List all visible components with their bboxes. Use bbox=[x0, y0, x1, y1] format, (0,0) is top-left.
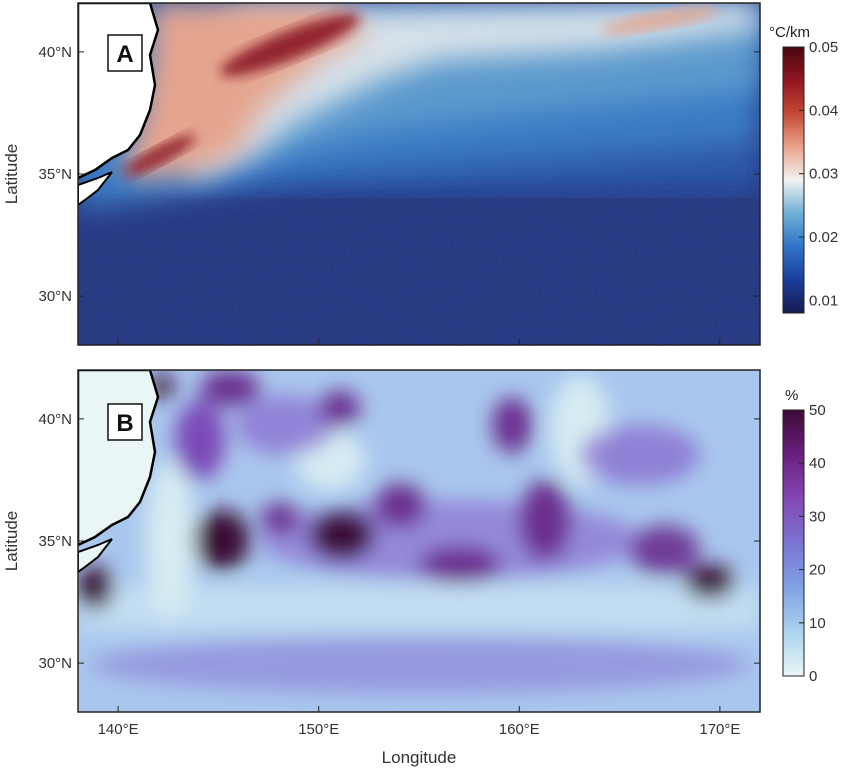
panel-b-purple-top bbox=[200, 370, 260, 406]
panel-b-ytick-label: 35°N bbox=[38, 533, 72, 550]
panel-b-hotspot-2 bbox=[310, 511, 374, 559]
panel-b-colorbar-title: % bbox=[785, 387, 798, 404]
panel-b-letter: B bbox=[116, 410, 133, 437]
panel-a-colorbar-bar bbox=[782, 46, 805, 314]
panel-b-colorbar-ticks: 0 10 20 30 40 50 bbox=[799, 402, 826, 685]
panel-b-purple-east bbox=[520, 480, 570, 560]
panel-b-xtick-label: 160°E bbox=[499, 721, 540, 738]
panel-b-map bbox=[78, 370, 760, 712]
panel-b-purple-top2 bbox=[320, 390, 360, 426]
panel-b-land-south bbox=[78, 538, 113, 574]
panel-b-purple-w bbox=[175, 400, 225, 480]
panel-a-colorbar-tick-label: 0.01 bbox=[809, 292, 838, 309]
panel-b-letter-box bbox=[107, 403, 143, 441]
panel-a-noise bbox=[78, 3, 760, 345]
panel-b-purple-n bbox=[235, 395, 335, 455]
panel-b-colorbar-tick-label: 20 bbox=[809, 562, 826, 579]
panel-b-purple-c bbox=[260, 503, 300, 533]
panel-a-colorbar-ticks: 0.01 0.02 0.03 0.04 0.05 bbox=[799, 39, 838, 309]
panel-b-colorbar-tick-label: 40 bbox=[809, 455, 826, 472]
panel-b-xtick-label: 140°E bbox=[98, 721, 139, 738]
panel-b-ytick-label: 40°N bbox=[38, 411, 72, 428]
panel-a-letter-box bbox=[107, 34, 143, 72]
panel-b-colorbar-tick-label: 10 bbox=[809, 615, 826, 632]
panel-a-ytick-label: 30°N bbox=[38, 288, 72, 305]
panel-b-field bbox=[78, 370, 760, 693]
panel-b-xtick-label: 170°E bbox=[699, 721, 740, 738]
panel-b-purple-s bbox=[420, 547, 500, 583]
panel-a-map bbox=[78, 3, 760, 345]
panel-b-ytick-label: 30°N bbox=[38, 655, 72, 672]
panel-a-colorbar-tick-label: 0.05 bbox=[809, 39, 838, 56]
panel-b-colorbar-tick-label: 50 bbox=[809, 402, 826, 419]
panel-a-ytick-label: 35°N bbox=[38, 166, 72, 183]
panel-b-ylabel: Latitude bbox=[2, 511, 21, 572]
panel-b-colorbar: % 0 10 20 30 40 50 bbox=[782, 387, 826, 685]
panel-b-xlabel: Longitude bbox=[382, 748, 457, 767]
panel-b-xtick-label: 150°E bbox=[298, 721, 339, 738]
panel-b-xticks: 140°E 150°E 160°E 170°E bbox=[98, 706, 740, 738]
panel-b-hotspot-4 bbox=[78, 566, 113, 610]
panel-a-letter: A bbox=[116, 41, 133, 68]
panel-b-colorbar-bar bbox=[782, 409, 805, 677]
panel-a-colorbar-tick-label: 0.04 bbox=[809, 102, 838, 119]
panel-b-purple-top3 bbox=[492, 397, 532, 453]
panel-b-hotspot-1 bbox=[194, 510, 250, 570]
panel-a-colorbar-tick-label: 0.02 bbox=[809, 229, 838, 246]
panel-a-colorbar: °C/km 0.01 0.02 0.03 0.04 0.05 bbox=[769, 24, 838, 314]
panel-b: B 30°N 35°N 40°N 140°E 150°E 160°E 170°E Lati… bbox=[2, 369, 826, 767]
panel-a-land-south bbox=[78, 171, 113, 207]
panel-a: A 30°N35°N40°N Latitude °C/km 0.010.020.… bbox=[2, 2, 838, 346]
panel-a-colorbar-tick-label: 0.03 bbox=[809, 166, 838, 183]
panel-b-purple-ne bbox=[580, 425, 700, 485]
panel-b-purple-south bbox=[90, 637, 750, 693]
panel-b-light-3 bbox=[145, 460, 195, 620]
panel-a-ytick-label: 40°N bbox=[38, 44, 72, 61]
panel-a-colorbar-title: °C/km bbox=[769, 24, 810, 41]
panel-a-ylabel: Latitude bbox=[2, 144, 21, 205]
panel-b-colorbar-tick-label: 30 bbox=[809, 508, 826, 525]
panel-a-yticks: 30°N 35°N 40°N bbox=[38, 44, 760, 345]
panel-b-purple-se bbox=[630, 525, 700, 575]
panel-b-hotspot-3 bbox=[685, 565, 735, 599]
panel-b-colorbar-tick-label: 0 bbox=[809, 668, 817, 685]
panel-b-purple-mid bbox=[375, 483, 425, 527]
panel-b-light-band bbox=[78, 585, 760, 630]
panel-b-yticks: 30°N 35°N 40°N bbox=[38, 411, 760, 672]
